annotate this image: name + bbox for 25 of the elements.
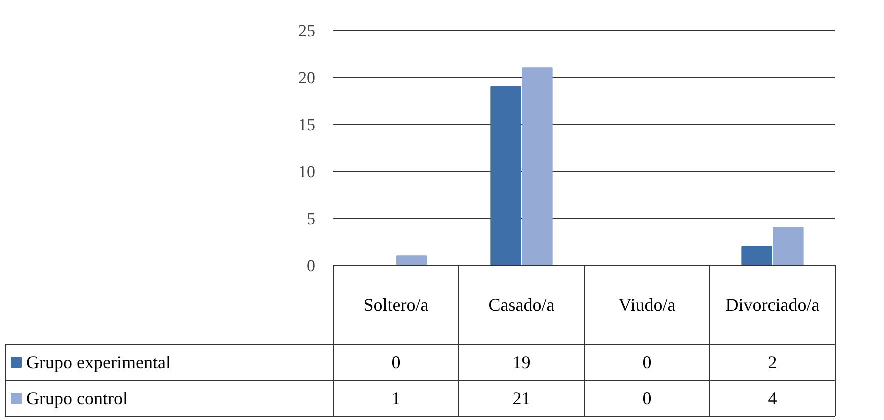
x-tick-label: Casado/a xyxy=(488,295,555,315)
bar xyxy=(742,246,772,266)
data-label: 2 xyxy=(768,352,778,372)
data-label: 1 xyxy=(392,388,401,408)
y-tick-label: 5 xyxy=(307,210,316,228)
y-tick-label: 10 xyxy=(298,162,316,182)
data-label: 0 xyxy=(642,352,652,372)
y-tick-label: 25 xyxy=(298,22,316,40)
x-tick-label: Soltero/a xyxy=(364,295,429,315)
x-tick-label: Viudo/a xyxy=(618,295,676,315)
y-tick-label: 0 xyxy=(307,256,316,276)
y-tick-label: 15 xyxy=(298,116,316,134)
data-label: 4 xyxy=(768,388,778,408)
bar xyxy=(490,86,522,266)
legend-label: Grupo control xyxy=(26,388,128,408)
bar xyxy=(396,256,428,266)
bar xyxy=(522,68,553,266)
data-label: 0 xyxy=(642,388,652,408)
data-label: 0 xyxy=(392,352,401,372)
y-tick-label: 20 xyxy=(298,68,316,88)
data-label: 21 xyxy=(512,388,531,408)
legend-label: Grupo experimental xyxy=(26,352,171,372)
x-tick-label: Divorciado/a xyxy=(726,295,820,315)
data-label: 19 xyxy=(512,352,531,372)
bar xyxy=(773,227,804,266)
